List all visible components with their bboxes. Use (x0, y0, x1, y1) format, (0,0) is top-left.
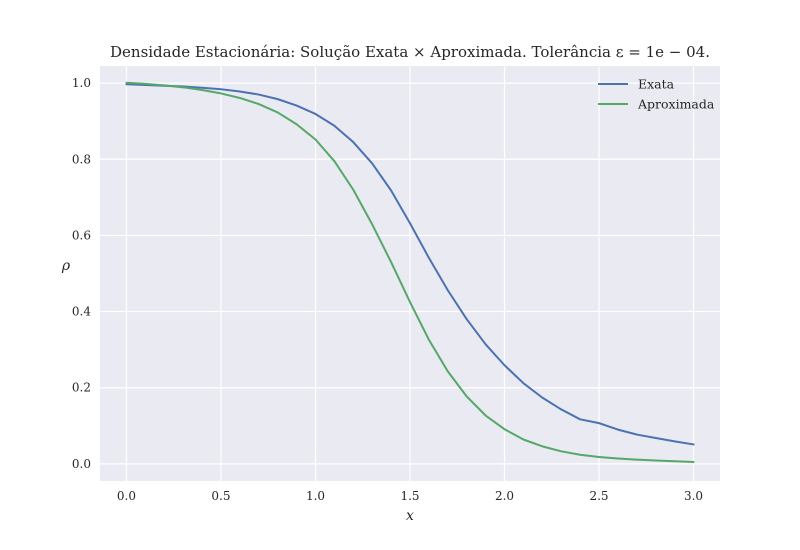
data-point (673, 440, 676, 443)
data-point (201, 89, 203, 91)
data-point (579, 453, 581, 456)
data-point (503, 364, 506, 367)
chart-title: Densidade Estacionária: Solução Exata × … (110, 43, 710, 61)
x-tick-label: 1.5 (400, 489, 419, 503)
legend-label-aproximada: Aproximada (637, 97, 715, 112)
y-tick-label: 0.8 (72, 152, 91, 166)
data-point (692, 461, 695, 463)
data-point (541, 445, 544, 448)
data-point (220, 88, 222, 91)
data-point (352, 141, 355, 143)
x-tick-label: 3.0 (684, 489, 703, 503)
grid-lines (100, 66, 720, 481)
data-point (428, 338, 430, 341)
data-point (295, 104, 298, 107)
x-tick-label: 0.0 (117, 489, 136, 503)
data-point (522, 382, 525, 384)
data-point (654, 437, 657, 439)
data-point (144, 83, 147, 85)
series-points-exata (125, 83, 695, 446)
data-point (125, 81, 128, 84)
data-point (295, 123, 298, 126)
data-point (465, 318, 468, 320)
data-point (314, 113, 317, 115)
data-point (409, 222, 411, 225)
data-point (598, 456, 600, 458)
data-point (257, 93, 260, 96)
x-tick-label: 2.0 (495, 489, 514, 503)
data-point (276, 98, 279, 100)
data-point (598, 422, 600, 424)
data-point (484, 414, 487, 417)
data-point (390, 261, 392, 263)
legend: Exata Aproximada (598, 77, 715, 112)
x-axis-label: x (406, 508, 414, 524)
y-tick-label: 0.4 (72, 305, 91, 319)
data-point (503, 428, 506, 431)
data-point (560, 450, 563, 453)
data-point (617, 457, 619, 460)
y-axis-label: ρ (61, 258, 71, 274)
y-tick-label: 0.2 (72, 381, 91, 395)
data-point (371, 162, 373, 165)
data-point (617, 428, 619, 431)
data-point (352, 188, 355, 191)
data-point (257, 103, 260, 105)
tick-labels: 0.0 0.5 1.0 1.5 2.0 2.5 3.0 0.0 0.2 0.4 0.6 0.8 1.0 (72, 76, 703, 503)
series-layer (125, 81, 695, 463)
data-point (201, 86, 203, 89)
data-point (465, 395, 468, 398)
data-point (314, 138, 317, 141)
y-tick-label: 0.0 (72, 457, 91, 471)
data-point (409, 301, 411, 303)
data-point (522, 438, 525, 441)
data-point (673, 460, 676, 463)
data-point (163, 84, 166, 87)
data-point (636, 458, 638, 461)
x-tick-label: 0.5 (211, 489, 230, 503)
data-point (428, 257, 430, 259)
data-point (220, 92, 222, 95)
y-tick-label: 1.0 (72, 76, 91, 90)
y-tick-label: 0.6 (72, 228, 91, 242)
data-point (125, 83, 128, 86)
x-tick-label: 1.0 (306, 489, 325, 503)
data-point (239, 90, 241, 93)
data-point (579, 418, 581, 421)
data-point (447, 289, 449, 292)
data-point (560, 408, 563, 411)
data-point (390, 189, 392, 192)
data-point (276, 111, 279, 114)
data-point (447, 370, 449, 373)
series-points-aproximada (125, 81, 695, 463)
data-point (182, 86, 184, 89)
data-point (239, 97, 241, 99)
data-point (541, 396, 544, 399)
data-point (636, 433, 638, 436)
data-point (333, 160, 336, 162)
data-point (692, 443, 695, 446)
x-tick-label: 2.5 (589, 489, 608, 503)
data-point (371, 223, 373, 226)
legend-label-exata: Exata (638, 77, 675, 92)
data-point (484, 343, 487, 346)
data-point (654, 459, 657, 462)
data-point (333, 124, 336, 127)
